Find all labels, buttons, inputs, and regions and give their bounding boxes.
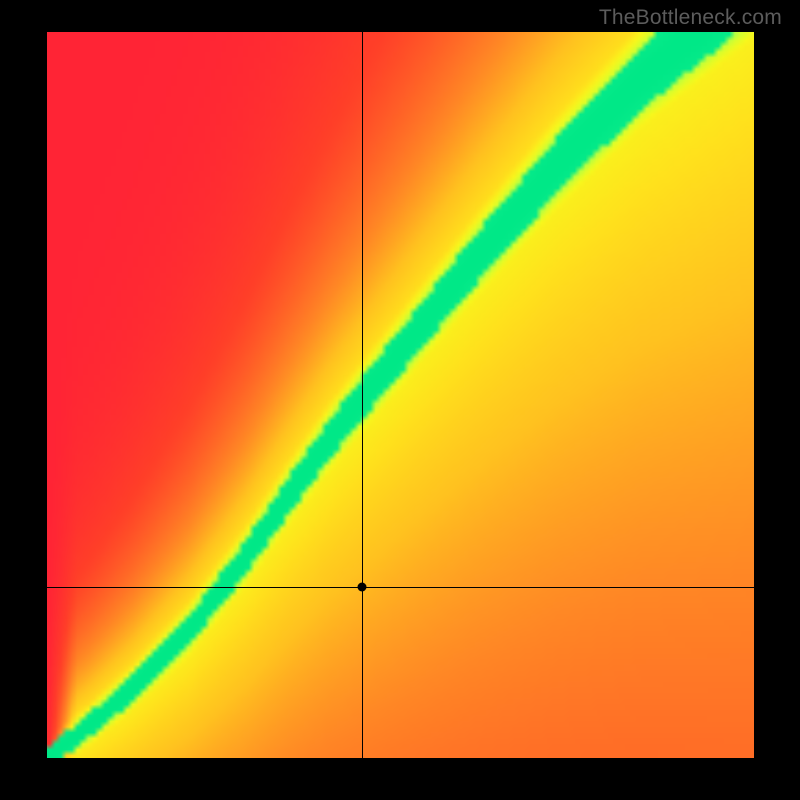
crosshair-horizontal [47, 587, 754, 588]
crosshair-vertical [362, 32, 363, 758]
bottleneck-heatmap [47, 32, 754, 758]
current-config-marker [357, 583, 366, 592]
watermark-text: TheBottleneck.com [599, 6, 782, 30]
heatmap-canvas [47, 32, 754, 758]
